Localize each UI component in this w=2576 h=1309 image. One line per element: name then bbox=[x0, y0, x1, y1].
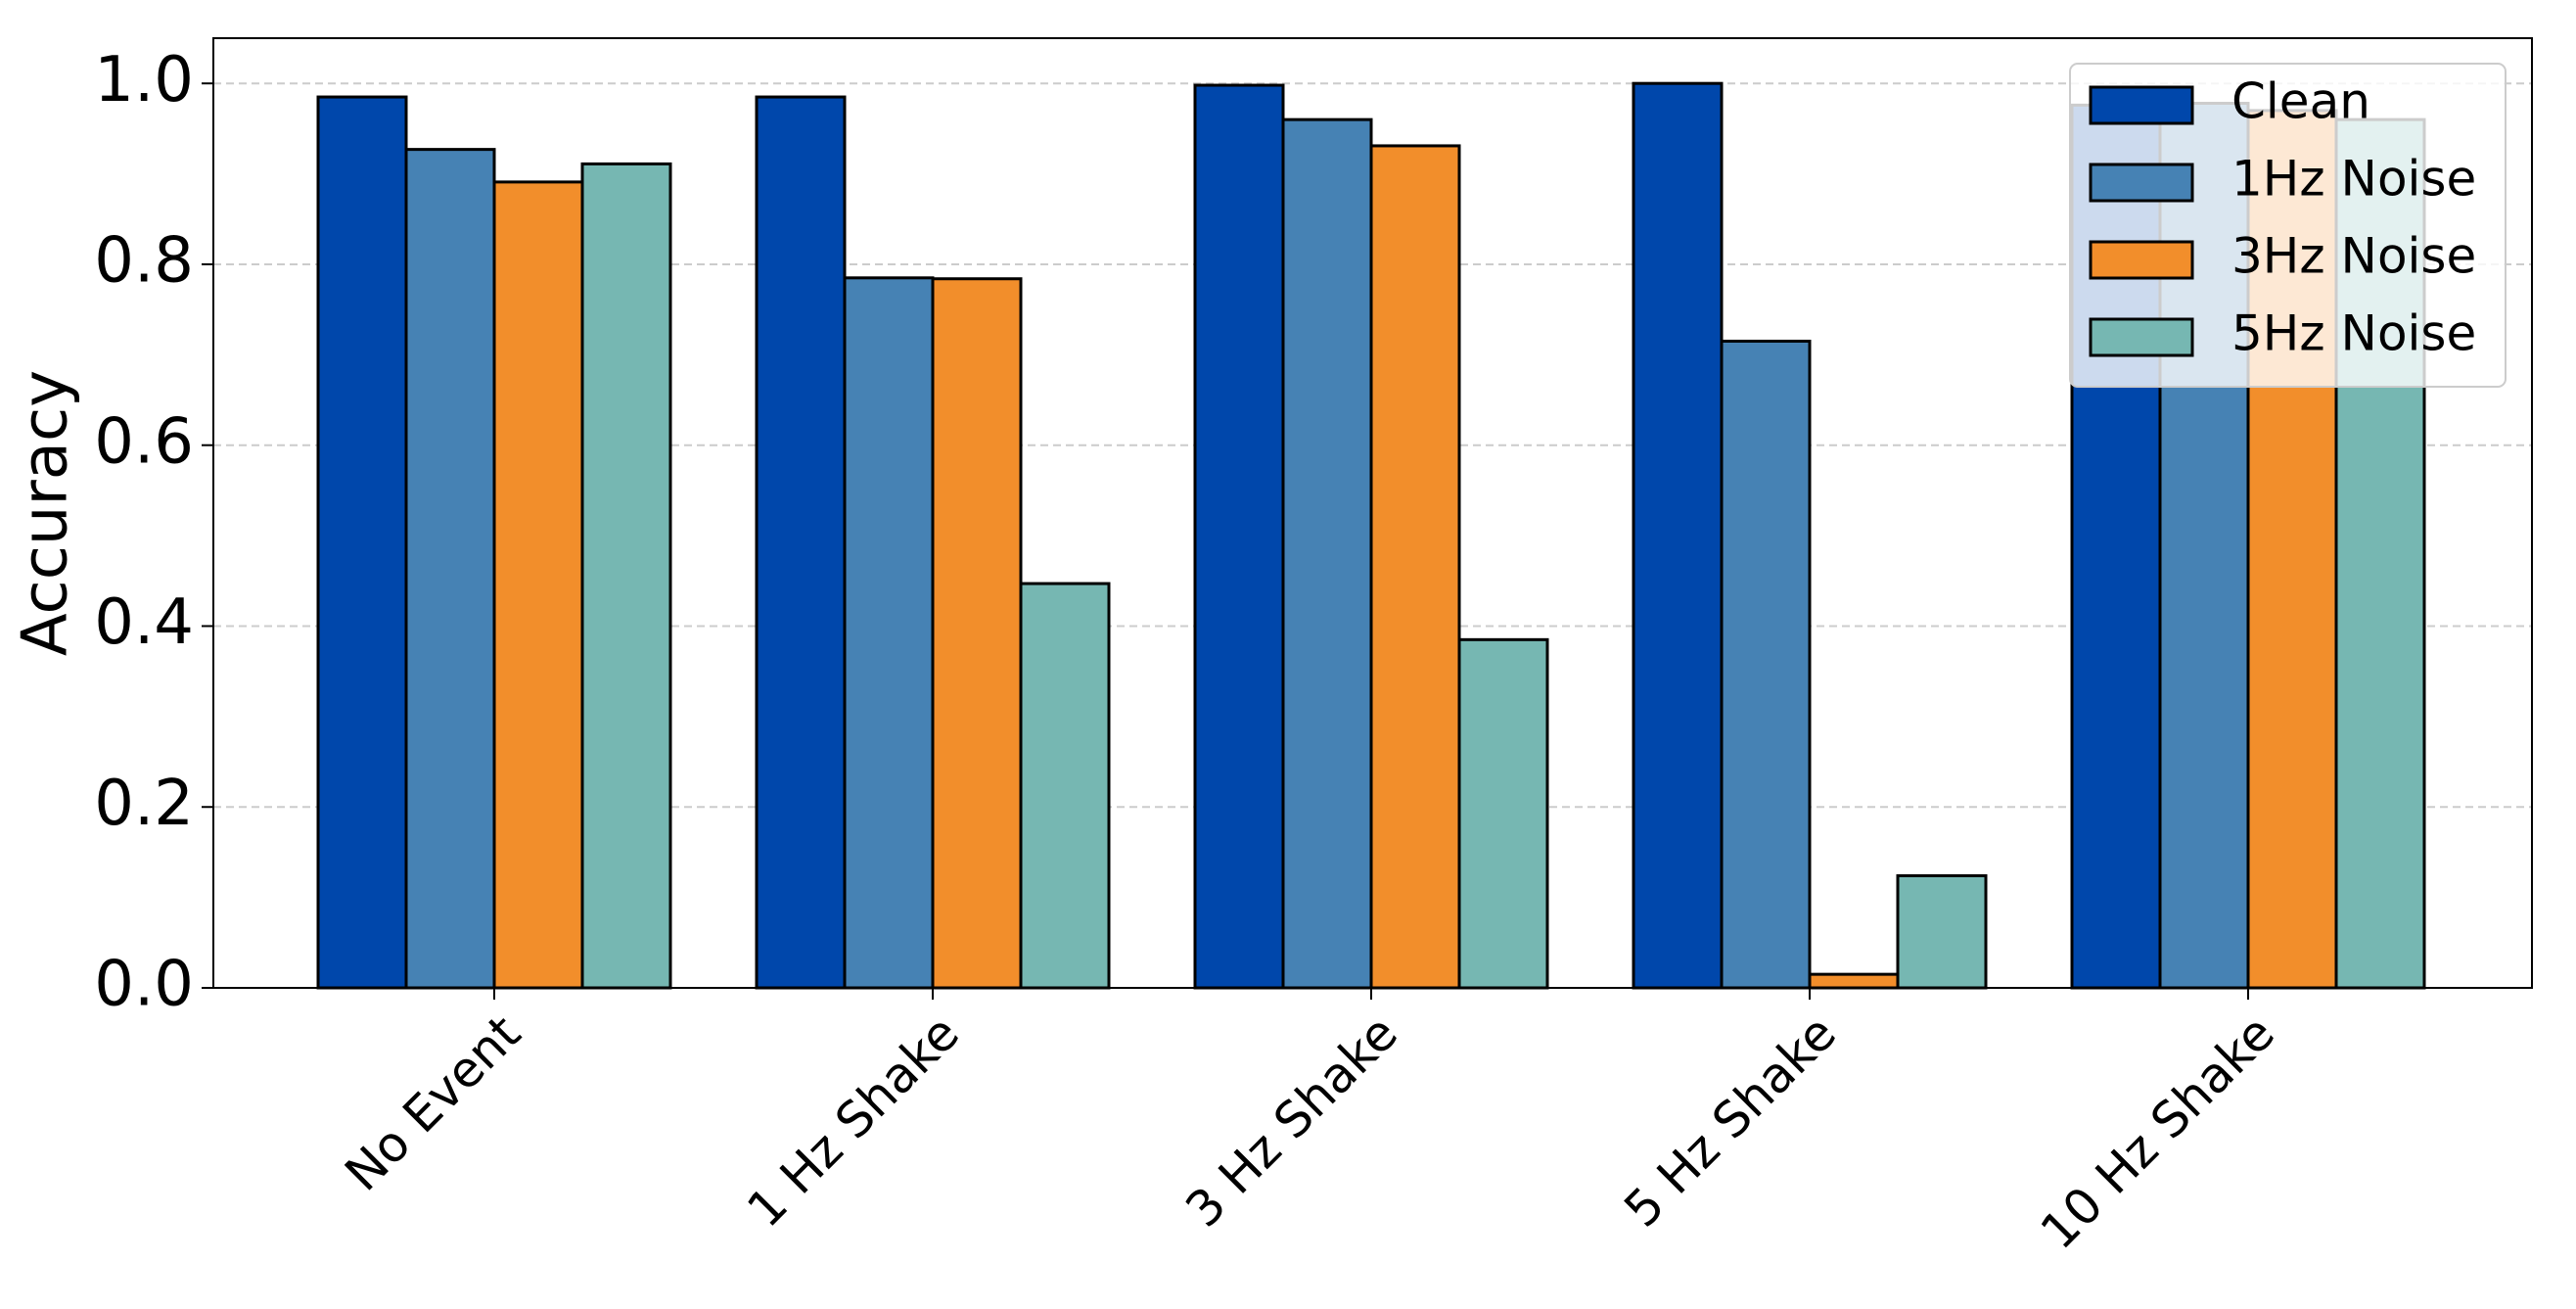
legend-frame bbox=[2069, 63, 2507, 388]
bar bbox=[1369, 144, 1461, 990]
bar bbox=[580, 162, 672, 990]
bar bbox=[1808, 972, 1900, 990]
bar bbox=[316, 95, 408, 990]
bar bbox=[1281, 117, 1373, 990]
legend-swatch bbox=[2089, 163, 2194, 203]
plot-frame bbox=[212, 37, 2533, 989]
legend-label: 1Hz Noise bbox=[2231, 151, 2476, 208]
legend: Clean 1Hz Noise 3Hz Noise 5Hz Noise bbox=[2069, 63, 2507, 388]
x-tick-label: No Event bbox=[334, 1005, 531, 1202]
bar bbox=[492, 180, 584, 990]
legend-label: Clean bbox=[2231, 73, 2370, 130]
legend-label: 5Hz Noise bbox=[2231, 305, 2476, 362]
bar bbox=[1019, 582, 1111, 990]
legend-swatch bbox=[2089, 85, 2194, 125]
legend-swatch bbox=[2089, 240, 2194, 280]
legend-swatch bbox=[2089, 317, 2194, 357]
y-tick-label: 0.0 bbox=[94, 949, 194, 1021]
bar bbox=[1632, 81, 1724, 990]
bar bbox=[404, 148, 496, 990]
bar bbox=[1896, 873, 1988, 990]
y-tick-label: 0.8 bbox=[94, 225, 194, 298]
x-tick-label: 3 Hz Shake bbox=[1174, 1005, 1408, 1239]
bar bbox=[1720, 339, 1812, 990]
x-tick-label: 1 Hz Shake bbox=[736, 1005, 970, 1239]
y-tick-label: 0.4 bbox=[94, 586, 194, 659]
bar bbox=[931, 277, 1023, 990]
x-tick-label: 10 Hz Shake bbox=[2030, 1005, 2285, 1260]
bar bbox=[843, 276, 935, 990]
x-tick-label: 5 Hz Shake bbox=[1613, 1005, 1847, 1239]
bar bbox=[755, 95, 847, 990]
bar bbox=[1457, 637, 1549, 990]
y-axis-label: Accuracy bbox=[10, 370, 82, 656]
y-tick-label: 1.0 bbox=[94, 44, 194, 117]
legend-label: 3Hz Noise bbox=[2231, 228, 2476, 285]
y-tick-label: 0.6 bbox=[94, 405, 194, 478]
y-tick-label: 0.2 bbox=[94, 768, 194, 840]
bar bbox=[1193, 83, 1285, 990]
